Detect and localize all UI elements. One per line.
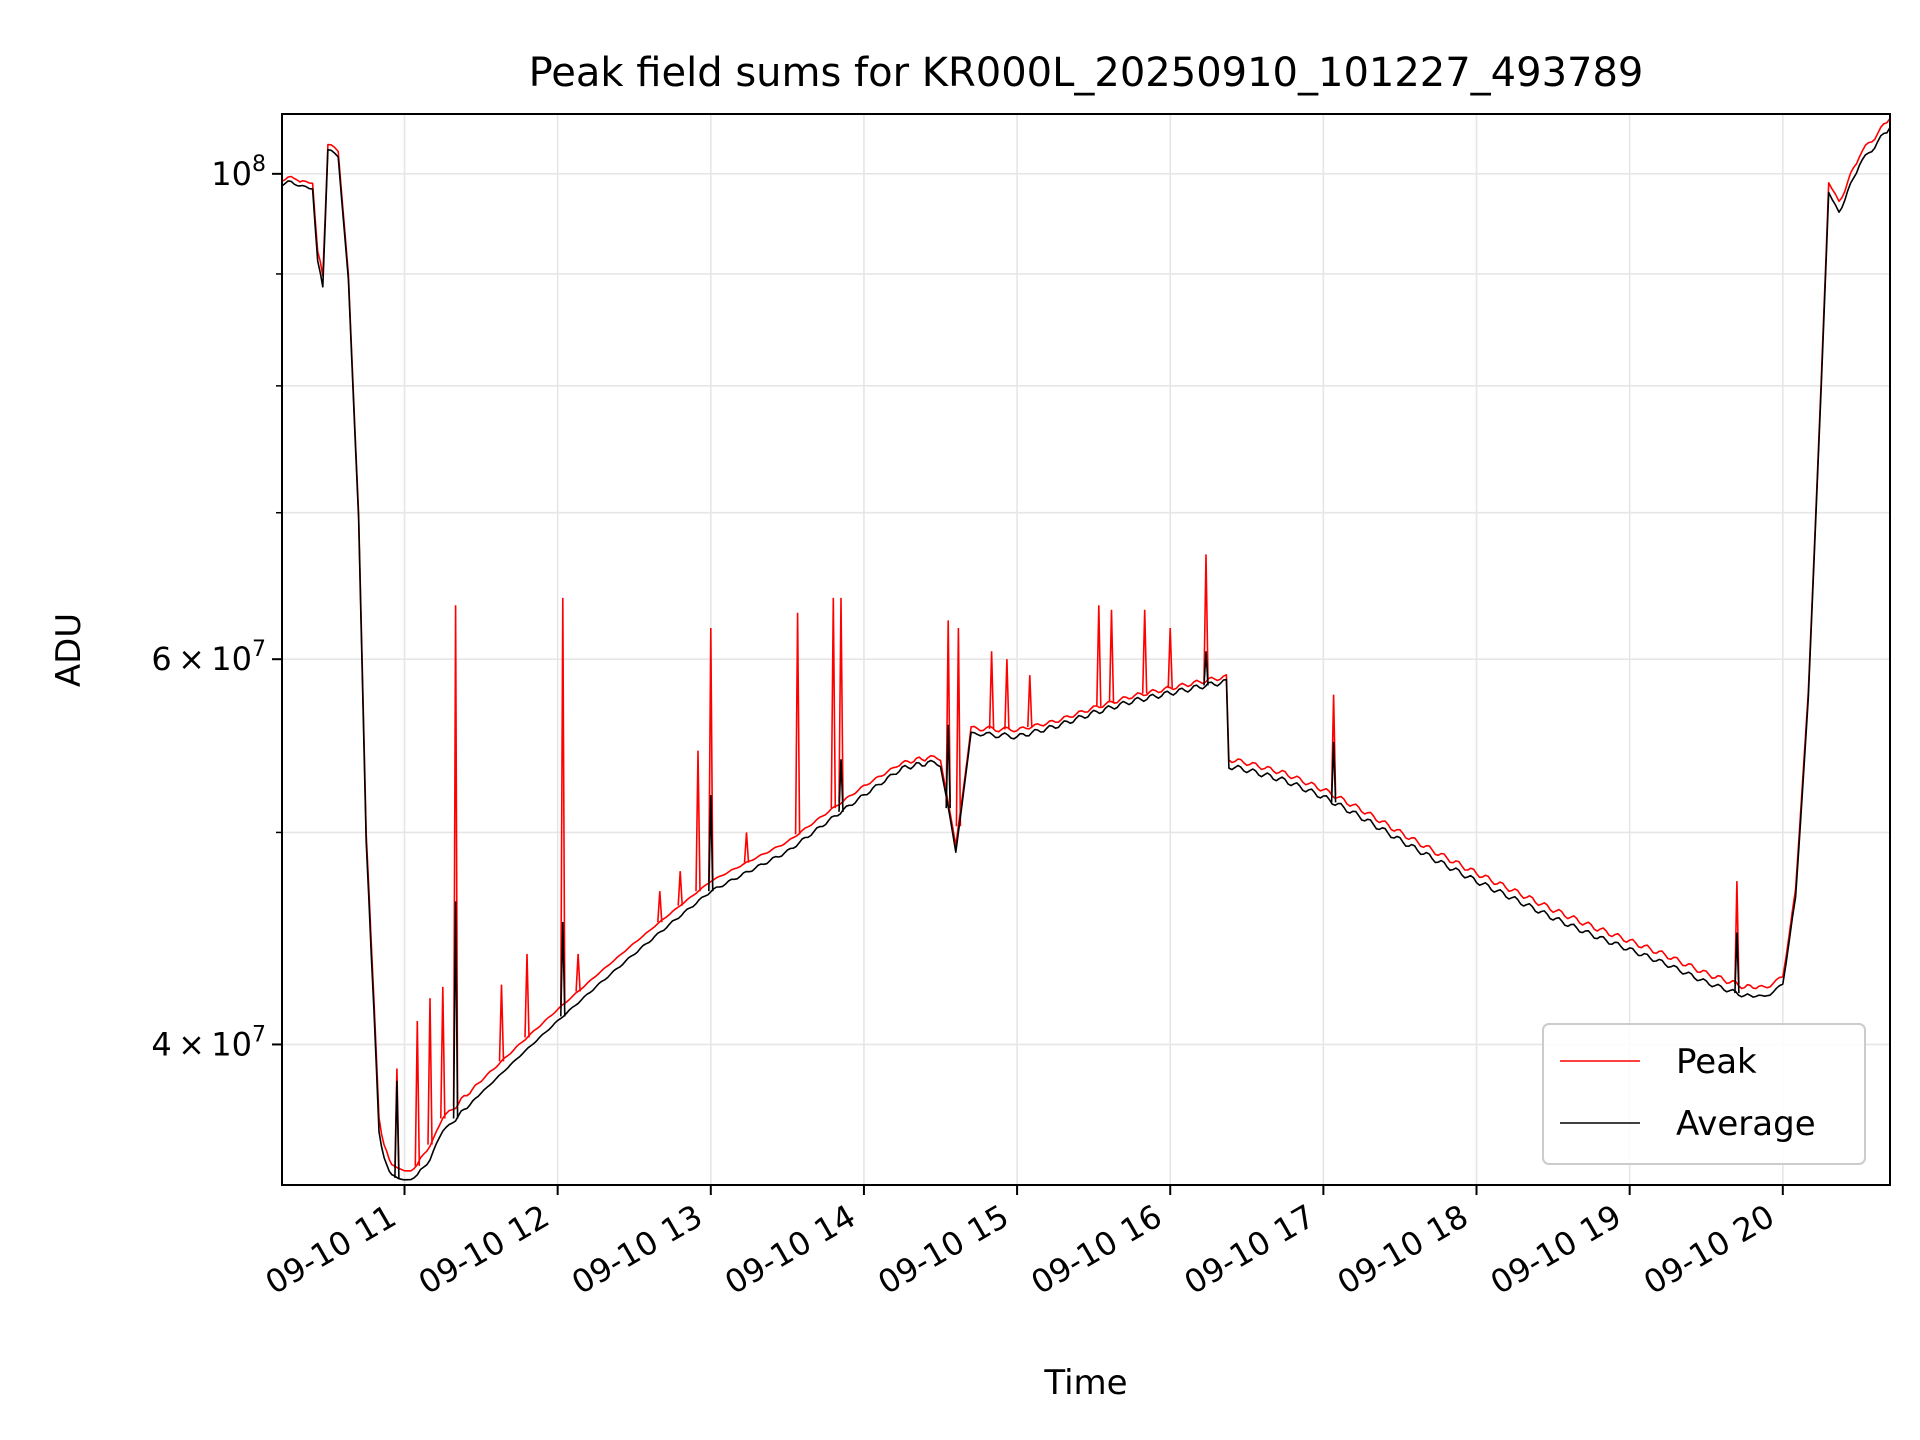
x-tick-label: 09-10 13 xyxy=(565,1197,709,1302)
spike-peak xyxy=(1203,554,1209,681)
spike-peak xyxy=(838,597,844,803)
spike-peak xyxy=(414,1020,421,1166)
chart-title: Peak field sums for KR000L_20250910_1012… xyxy=(529,50,1644,96)
plot-frame xyxy=(281,113,1891,1186)
legend-average-label: Average xyxy=(1676,1104,1816,1144)
spike-average xyxy=(945,724,951,809)
y-tick-label: 108 xyxy=(211,152,266,193)
spike-peak xyxy=(498,984,505,1062)
spike-average xyxy=(1734,932,1740,994)
y-tick-mantissa: 4 × 10 xyxy=(151,1025,252,1063)
series-average xyxy=(282,127,1890,1181)
spike-peak xyxy=(1108,609,1115,703)
x-tick-label: 09-10 18 xyxy=(1331,1197,1475,1302)
series-line-peak xyxy=(282,118,1890,1172)
legend: Peak Average xyxy=(1542,1023,1866,1165)
x-axis-label: Time xyxy=(1043,1363,1127,1403)
spike-peak xyxy=(708,627,714,882)
spike-peak xyxy=(1027,675,1033,728)
spike-peak xyxy=(794,612,801,835)
x-tick-label: 09-10 12 xyxy=(412,1197,556,1302)
spike-average xyxy=(1330,741,1337,803)
y-tick-mantissa: 6 × 10 xyxy=(151,640,252,678)
spike-peak xyxy=(695,750,701,892)
spike-peak xyxy=(427,998,433,1145)
legend-box xyxy=(1542,1023,1866,1165)
spike-average xyxy=(394,1080,400,1178)
spike-peak xyxy=(452,605,459,1106)
y-axis-label: ADU xyxy=(49,613,89,687)
spike-peak xyxy=(524,953,530,1038)
spike-peak xyxy=(657,891,663,923)
y-tick-exponent: 7 xyxy=(252,637,266,662)
spike-peak xyxy=(1167,627,1173,689)
x-tick-label: 09-10 17 xyxy=(1178,1197,1322,1302)
spike-peak xyxy=(1004,659,1010,730)
spike-average xyxy=(1203,651,1209,686)
series-line-average xyxy=(282,127,1890,1181)
legend-peak-label: Peak xyxy=(1676,1042,1757,1082)
spike-peak xyxy=(945,620,951,803)
spike-peak xyxy=(988,651,995,729)
x-tick-label: 09-10 19 xyxy=(1484,1197,1628,1302)
y-tick-mantissa: 10 xyxy=(211,155,252,193)
x-tick-label: 09-10 11 xyxy=(259,1197,403,1302)
spike-peak xyxy=(1096,605,1102,707)
y-tick-exponent: 8 xyxy=(252,152,266,177)
spike-peak xyxy=(1141,609,1148,694)
spike-peak xyxy=(955,627,962,827)
spike-average xyxy=(708,795,714,892)
x-tick-label: 09-10 15 xyxy=(871,1197,1015,1302)
spike-peak xyxy=(440,986,446,1119)
x-tick-label: 09-10 14 xyxy=(718,1197,862,1302)
y-tick-label: 4 × 107 xyxy=(151,1022,266,1063)
spike-peak xyxy=(575,953,581,992)
plot-area xyxy=(282,118,1890,1181)
x-tick-label: 09-10 16 xyxy=(1025,1197,1169,1302)
x-axis: 09-10 11 09-10 12 09-10 13 09-10 14 09-10 15… xyxy=(259,1185,1784,1302)
spike-average xyxy=(560,921,566,1017)
spike-peak xyxy=(560,597,566,1006)
y-tick-exponent: 7 xyxy=(252,1022,266,1047)
spike-peak xyxy=(677,871,683,906)
spike-peak xyxy=(830,597,837,809)
spike-average xyxy=(452,901,459,1119)
y-tick-label: 6 × 107 xyxy=(151,637,266,678)
spike-peak xyxy=(743,832,750,863)
series-peak xyxy=(282,118,1890,1172)
x-tick-label: 09-10 20 xyxy=(1637,1197,1781,1302)
spike-average xyxy=(838,759,844,812)
